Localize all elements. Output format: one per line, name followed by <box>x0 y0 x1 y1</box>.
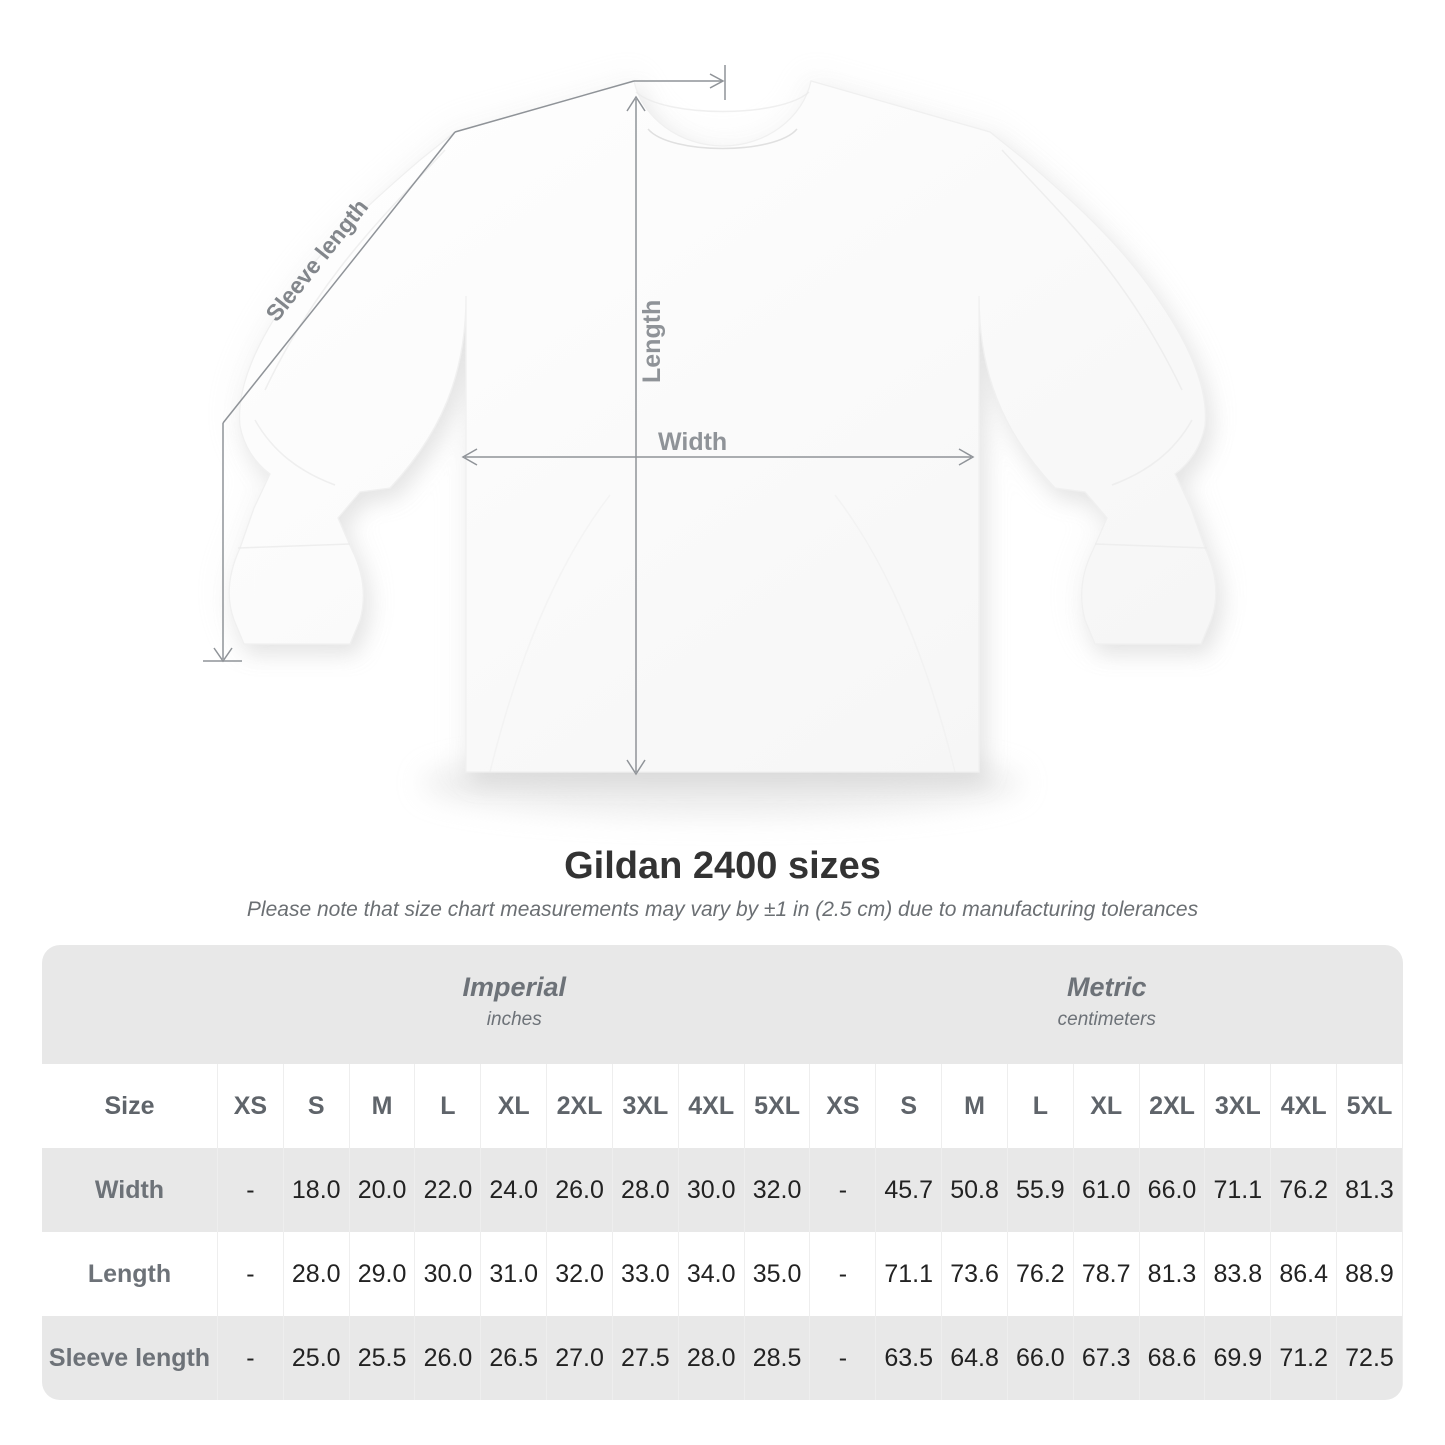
svg-text:Width: Width <box>658 428 727 456</box>
svg-text:Length: Length <box>638 300 666 383</box>
